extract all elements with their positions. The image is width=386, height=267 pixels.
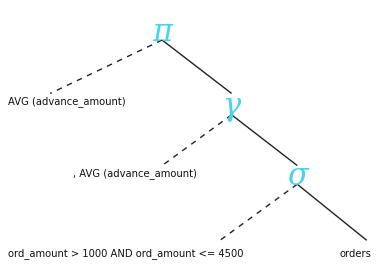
Text: AVG (advance_amount): AVG (advance_amount) <box>8 96 125 107</box>
Text: ord_amount > 1000 AND ord_amount <= 4500: ord_amount > 1000 AND ord_amount <= 4500 <box>8 248 243 259</box>
Text: γ: γ <box>222 91 241 122</box>
Text: σ: σ <box>287 161 308 192</box>
Text: π: π <box>152 17 172 48</box>
Text: orders: orders <box>340 249 372 259</box>
Text: , AVG (advance_amount): , AVG (advance_amount) <box>73 168 197 179</box>
